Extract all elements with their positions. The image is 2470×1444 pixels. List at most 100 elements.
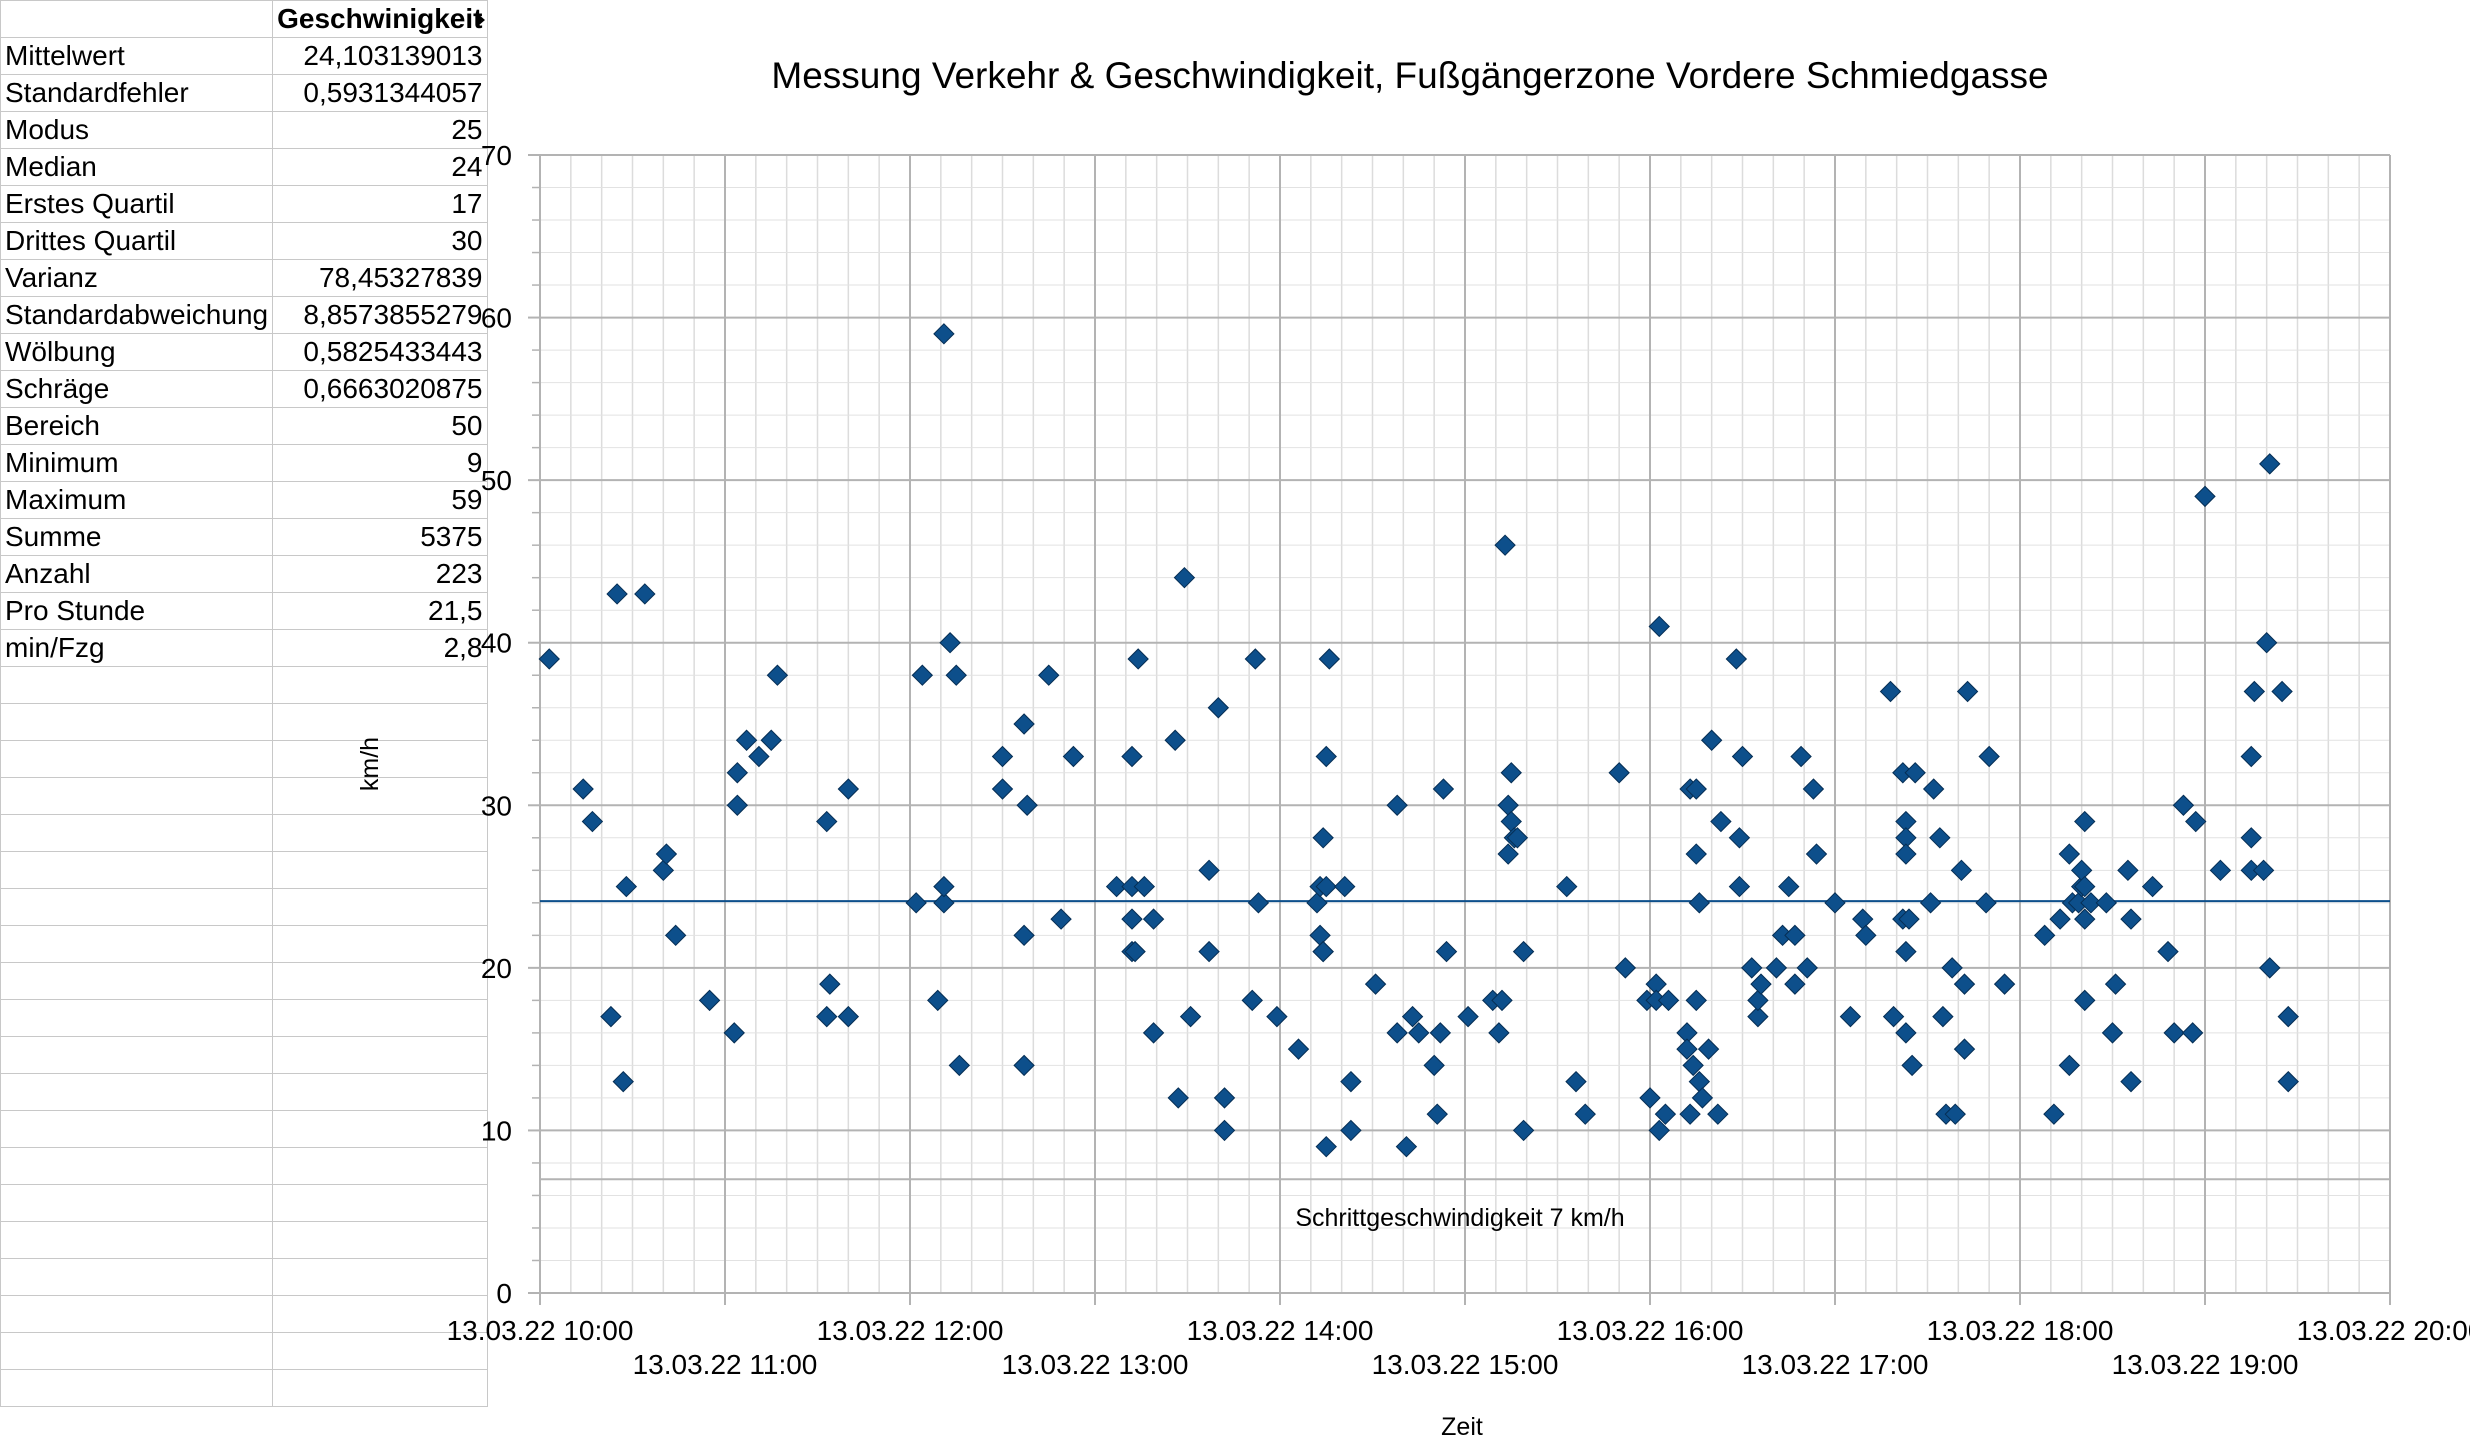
row-label[interactable]: Erstes Quartil (0, 185, 274, 223)
data-point (1198, 940, 1220, 963)
data-point (2209, 859, 2232, 882)
data-point (1953, 1038, 1976, 1060)
data-point (2181, 1022, 2204, 1044)
row-value[interactable]: 9 (272, 444, 488, 482)
table-row (0, 1295, 488, 1333)
data-point (933, 892, 955, 914)
data-point (939, 632, 961, 654)
row-value[interactable]: 0,5931344057 (272, 74, 488, 112)
table-row: Modus 25 (0, 111, 488, 149)
data-point (2194, 485, 2216, 508)
row-label[interactable]: Standardfehler (0, 74, 274, 112)
row-value[interactable]: 2,8 (272, 629, 488, 667)
row-value[interactable]: 17 (272, 185, 488, 223)
row-value[interactable]: 21,5 (272, 592, 488, 630)
row-label[interactable]: Median (0, 148, 274, 186)
data-point (1648, 1119, 1670, 1142)
row-label[interactable]: Pro Stunde (0, 592, 274, 630)
data-point (1784, 924, 1806, 947)
data-point (1512, 940, 1535, 963)
row-value[interactable]: 5375 (272, 518, 488, 556)
data-point (1978, 745, 2000, 768)
row-value[interactable]: 59 (272, 481, 488, 519)
data-point (1796, 957, 1818, 979)
row-label[interactable]: Standardabweichung (0, 296, 274, 334)
data-point (1340, 1070, 1362, 1093)
data-point (1244, 648, 1267, 670)
table-row: Schräge 0,6663020875 (0, 370, 488, 408)
data-point (1682, 1054, 1704, 1077)
data-point (1565, 1070, 1587, 1093)
data-point (1408, 1022, 1430, 1044)
row-value[interactable] (272, 1295, 488, 1333)
data-point (2049, 908, 2071, 930)
reference-line-label: Schrittgeschwindigkeit 7 km/h (1295, 1204, 1624, 1232)
row-label[interactable] (0, 1036, 274, 1074)
row-value[interactable] (272, 1184, 488, 1222)
row-label[interactable]: Schräge (0, 370, 274, 408)
row-value[interactable] (272, 1110, 488, 1148)
x-tick-label: 13.03.22 20:00 (2297, 1315, 2470, 1346)
data-point (837, 1005, 860, 1028)
row-label[interactable]: Drittes Quartil (0, 222, 274, 260)
row-value[interactable]: 0,6663020875 (272, 370, 488, 408)
data-point (1013, 713, 1035, 735)
data-point (652, 859, 675, 882)
data-point (1882, 1005, 1905, 1028)
data-point (1334, 875, 1356, 898)
row-value[interactable] (272, 814, 488, 852)
table-row: Erstes Quartil 17 (0, 185, 488, 223)
data-point (606, 583, 628, 605)
row-value[interactable]: 24,103139013 (272, 37, 488, 75)
data-point (1975, 892, 1997, 914)
data-point (1173, 566, 1196, 589)
data-point (816, 1005, 838, 1028)
row-value[interactable] (272, 703, 488, 741)
data-point (1457, 1005, 1479, 1028)
row-value[interactable] (272, 1369, 488, 1407)
data-point (581, 810, 604, 833)
row-label[interactable] (0, 1295, 274, 1333)
data-point (1839, 1005, 1862, 1028)
row-value[interactable] (272, 962, 488, 1000)
row-label[interactable] (0, 740, 274, 778)
row-label[interactable] (0, 1110, 274, 1148)
row-label[interactable] (0, 777, 274, 815)
data-point (1784, 973, 1806, 995)
y-tick-label: 60 (481, 303, 512, 334)
data-point (2070, 859, 2093, 882)
row-label[interactable]: Modus (0, 111, 274, 149)
row-value[interactable]: 8,8573855279 (272, 296, 488, 334)
row-label[interactable]: Varianz (0, 259, 274, 297)
column-header[interactable]: Geschwinigkeit (272, 0, 488, 38)
row-value[interactable]: 223 (272, 555, 488, 593)
data-point (1904, 762, 1926, 784)
data-point (2120, 908, 2142, 930)
y-tick-label: 0 (496, 1278, 512, 1309)
data-point (1127, 648, 1149, 670)
data-point (1179, 1005, 1202, 1028)
data-point (1386, 794, 1408, 816)
row-label[interactable] (0, 925, 274, 963)
row-label[interactable]: Summe (0, 518, 274, 556)
data-point (1688, 892, 1711, 914)
row-value[interactable] (272, 1036, 488, 1074)
row-label[interactable]: Bereich (0, 407, 274, 445)
row-value[interactable] (272, 851, 488, 889)
data-point (2120, 1070, 2142, 1093)
data-point (1105, 875, 1128, 898)
row-label[interactable]: Wölbung (0, 333, 274, 371)
table-row (0, 851, 488, 889)
row-value[interactable]: 50 (272, 407, 488, 445)
data-point (664, 924, 687, 947)
data-point (933, 875, 955, 898)
table-row: Drittes Quartil 30 (0, 222, 488, 260)
row-label[interactable] (0, 1258, 274, 1296)
data-point (1710, 810, 1732, 833)
data-point (816, 810, 838, 833)
row-value[interactable]: 0,5825433443 (272, 333, 488, 371)
row-label[interactable] (0, 703, 274, 741)
data-point (1697, 1038, 1720, 1060)
data-point (1164, 729, 1186, 751)
